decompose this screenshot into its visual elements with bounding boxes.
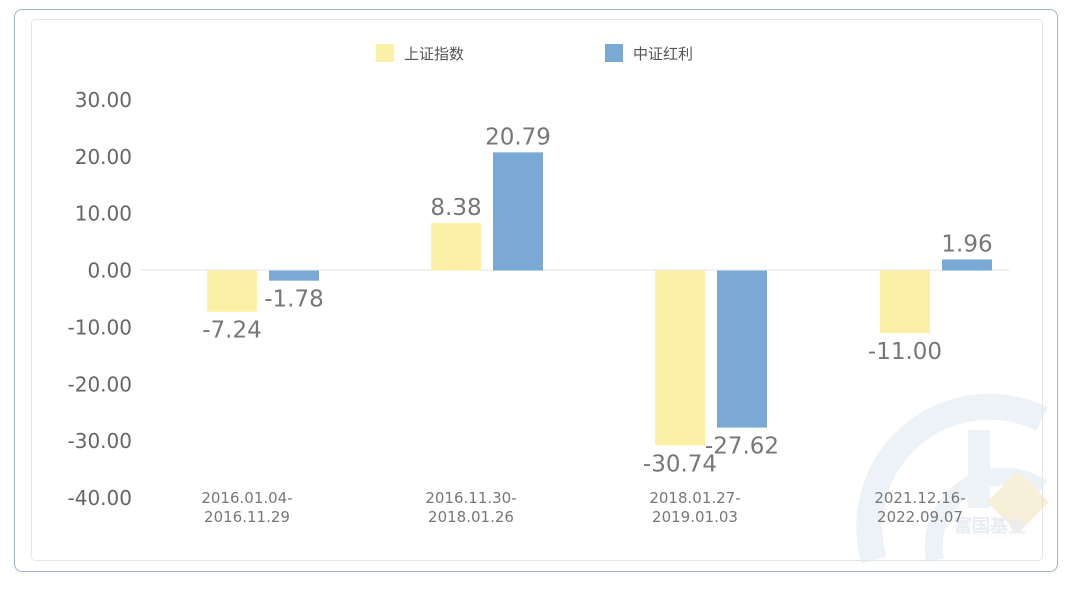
x-tick-label: 2019.01.03 [652,508,738,526]
data-label: 20.79 [485,124,551,150]
watermark-logo: 富国基金 [856,393,1050,564]
x-axis: 2016.01.04-2016.11.292016.11.30-2018.01.… [201,489,965,526]
bar-dividend [717,270,767,428]
x-tick-label: 2018.01.26 [428,508,514,526]
data-label: 1.96 [941,231,992,257]
data-label: -1.78 [264,287,324,313]
y-axis: 30.00 20.00 10.00 0.00 -10.00 -20.00 -30.00 -40… [68,88,132,510]
bar-dividend [942,259,992,271]
y-tick-label: 30.00 [75,88,132,112]
legend-item-shanghai: 上证指数 [376,44,464,63]
y-tick-label: -20.00 [68,372,132,396]
y-tick-label: -30.00 [68,429,132,453]
chart-panel [31,19,1043,561]
bar-dividend [493,152,543,271]
data-label: -11.00 [868,339,942,365]
legend-item-dividend: 中证红利 [605,44,693,63]
legend-label-shanghai: 上证指数 [404,45,464,63]
bar-shanghai [207,270,257,312]
bar-dividend [269,270,319,281]
y-tick-label: 10.00 [75,202,132,226]
y-tick-label: 20.00 [75,145,132,169]
x-tick-label: 2018.01.27- [649,489,740,507]
data-label: -27.62 [705,434,779,460]
data-label: 8.38 [430,195,481,221]
bar-shanghai [655,270,705,446]
legend-swatch-shanghai [376,44,394,62]
legend: 上证指数 中证红利 [376,44,693,63]
legend-swatch-dividend [605,44,623,62]
bar-shanghai [431,222,481,271]
bar-shanghai [880,270,930,334]
y-tick-label: -40.00 [68,486,132,510]
y-tick-label: 0.00 [87,259,132,283]
x-tick-label: 2021.12.16- [874,489,965,507]
watermark-text: 富国基金 [954,515,1027,537]
data-label: -30.74 [643,451,717,477]
y-tick-label: -10.00 [68,315,132,339]
x-tick-label: 2016.01.04- [201,489,292,507]
x-tick-label: 2016.11.29 [204,508,290,526]
bars [207,152,992,446]
legend-label-dividend: 中证红利 [633,45,693,63]
chart-frame [14,9,1058,572]
data-label: -7.24 [202,318,262,344]
x-tick-label: 2016.11.30- [425,489,516,507]
data-labels: -7.24 8.38 -30.74 -11.00 -1.78 20.79 -27.62 1.9… [202,124,992,477]
x-tick-label: 2022.09.07 [877,508,963,526]
